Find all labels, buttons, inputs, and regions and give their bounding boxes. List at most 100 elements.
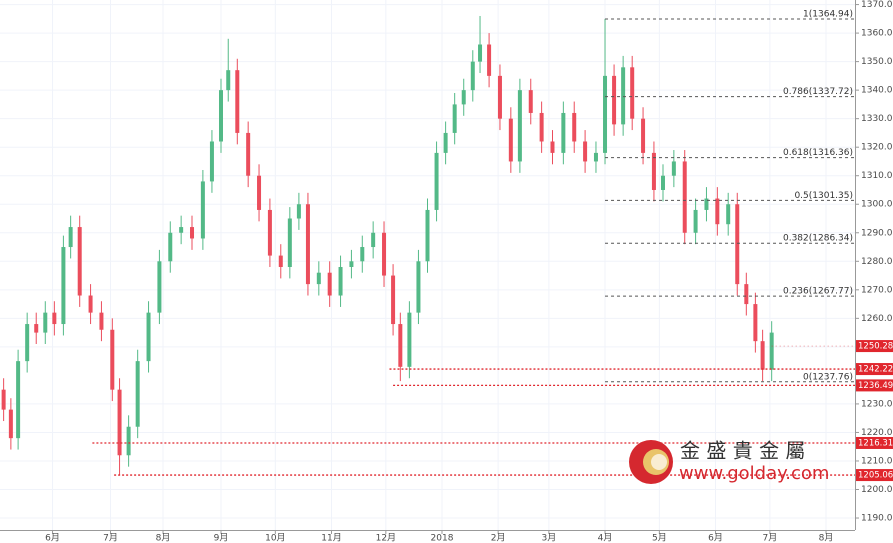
candle-body [235,70,240,133]
candle-body [360,247,365,262]
candle-body [528,90,533,113]
x-tick-label: 11月 [321,533,341,543]
candle-body [487,44,492,76]
candle-body [593,152,598,162]
x-tick-label: 12月 [376,533,396,543]
candle-body [43,312,48,333]
candle-body [539,112,544,142]
candle-body [391,275,396,325]
candle-body [416,261,421,313]
candle-body [267,209,272,256]
candle-body [612,75,617,125]
price-tag-label: 1250.28 [858,342,893,352]
candle-body [371,232,376,248]
watermark: 金 盛 貴 金 屬 www.golday.com [629,439,829,484]
candle-body [760,341,765,370]
candle-body [671,161,676,176]
candle-body [382,232,387,276]
candle-body [452,104,457,133]
x-tick-label: 8月 [156,533,171,543]
fib-label: 0(1237.76) [803,372,853,382]
candle-body [583,141,588,162]
candle-body [641,118,646,153]
candle-body [327,272,332,296]
x-tick-label: 7月 [762,533,777,543]
candle-body [349,261,354,267]
y-tick-label: 1350.00 [861,57,893,67]
candle-body [1,389,6,410]
candle-body [190,227,195,239]
candle-body [179,227,184,233]
candle-body [52,312,57,325]
candle-body [735,204,740,285]
candle-body [682,161,687,233]
candle-body [246,132,251,176]
candle-body [126,426,131,456]
x-tick-label: 6月 [708,533,723,543]
x-tick-label: 2018 [431,534,454,543]
candle-body [34,324,39,333]
y-tick-label: 1260.00 [861,314,893,324]
candle-body [68,227,73,248]
x-tick-label: 10月 [265,533,285,543]
y-tick-label: 1340.00 [861,86,893,96]
candle-body [693,209,698,233]
candle-body [110,329,115,390]
candle-body [550,141,555,153]
candle-body [443,132,448,153]
overlays: 1(1364.94) 0.786(1337.72) 0.618(1316.36) 0.… [92,9,855,476]
candle-body [278,255,283,267]
candle-body [630,67,635,119]
price-tag-label: 1242.22 [858,365,893,375]
x-tick-label: 2月 [491,533,506,543]
price-tag [856,340,893,353]
candle-body [218,90,223,142]
candle-body [88,295,93,313]
price-tag [856,363,893,376]
candle-body [425,209,430,262]
candle-body [508,118,513,162]
fib-label: 0.618(1316.36) [783,148,853,158]
candle-body [398,324,403,367]
watermark-url: www.golday.com [679,463,829,484]
x-tick-label: 4月 [598,533,613,543]
x-tick-label: 6月 [45,533,60,543]
candle-body [470,61,475,91]
candle-body [603,75,608,153]
y-tick-label: 1310.00 [861,171,893,181]
candle-body [744,284,749,305]
candle-body [769,332,774,370]
candle-body [407,312,412,367]
candle-body [135,361,140,427]
y-tick-label: 1370.00 [861,0,893,10]
candle-body [117,389,122,456]
candle-body [168,232,173,262]
y-tick-label: 1190.00 [861,514,893,524]
candle-body [478,44,483,62]
candle-body [8,409,13,439]
candle-body [99,312,104,330]
price-tag-label: 1216.31 [858,438,893,448]
candle-body [146,312,151,362]
candle-body [77,227,82,296]
candle-body [61,247,66,325]
candle-body [572,112,577,142]
candle-body [497,75,502,119]
fib-label: 0.5(1301.35) [794,191,853,201]
candle-body [704,198,709,210]
price-tag [856,469,893,482]
y-tick-label: 1290.00 [861,228,893,238]
y-tick-label: 1230.00 [861,399,893,409]
candle-body [660,175,665,190]
candle-body [157,261,162,313]
candle-body [434,152,439,210]
candle-body [287,218,292,267]
price-tag [856,436,893,449]
fib-label: 0.382(1286.34) [783,234,853,244]
candle-body [338,266,343,296]
y-tick-label: 1360.00 [861,29,893,39]
candle-body [715,198,720,225]
candle-body [621,67,626,125]
y-tick-label: 1200.00 [861,485,893,495]
